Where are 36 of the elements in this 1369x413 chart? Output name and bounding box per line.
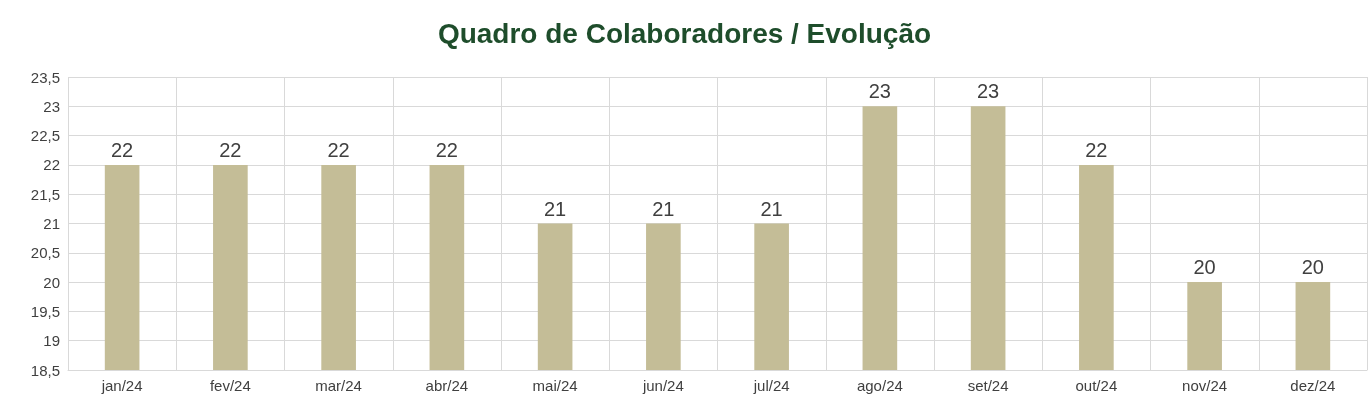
x-tick-label: jun/24 bbox=[641, 377, 684, 394]
x-tick-label: ago/24 bbox=[856, 377, 903, 394]
x-tick-label: out/24 bbox=[1075, 377, 1118, 394]
y-tick-label: 20 bbox=[43, 273, 60, 291]
y-tick-label: 18,5 bbox=[30, 361, 60, 379]
y-tick-label: 21 bbox=[43, 215, 60, 232]
x-tick-label: set/24 bbox=[967, 377, 1009, 394]
data-label: 23 bbox=[868, 80, 891, 103]
x-tick-label: abr/24 bbox=[425, 377, 469, 394]
data-label: 22 bbox=[219, 138, 242, 161]
x-tick-label: fev/24 bbox=[209, 377, 251, 394]
chart-title: Quadro de Colaboradores / Evolução bbox=[437, 17, 932, 49]
y-tick-label: 19 bbox=[43, 332, 60, 350]
data-label: 22 bbox=[327, 138, 350, 161]
data-label: 21 bbox=[760, 197, 783, 220]
y-tick-label: 19,5 bbox=[30, 302, 60, 320]
x-tick-label: jul/24 bbox=[752, 377, 790, 394]
data-label: 20 bbox=[1193, 256, 1216, 279]
data-label: 22 bbox=[1085, 138, 1108, 161]
y-tick-label: 22,5 bbox=[30, 127, 60, 145]
x-tick-label: dez/24 bbox=[1290, 377, 1336, 394]
data-label: 22 bbox=[435, 138, 458, 161]
data-label: 20 bbox=[1301, 256, 1324, 279]
data-label: 23 bbox=[977, 80, 1000, 103]
data-label: 22 bbox=[111, 138, 134, 161]
y-tick-label: 20,5 bbox=[30, 244, 60, 262]
y-tick-label: 23 bbox=[43, 97, 60, 115]
y-tick-label: 21,5 bbox=[30, 185, 60, 203]
x-tick-label: nov/24 bbox=[1182, 377, 1228, 394]
x-tick-label: jan/24 bbox=[100, 377, 143, 394]
x-tick-label: mar/24 bbox=[315, 377, 362, 394]
data-label: 21 bbox=[544, 197, 567, 220]
data-label: 21 bbox=[652, 197, 675, 220]
x-tick-label: mai/24 bbox=[532, 377, 578, 394]
y-tick-label: 23,5 bbox=[30, 68, 60, 86]
y-tick-label: 22 bbox=[43, 156, 60, 174]
